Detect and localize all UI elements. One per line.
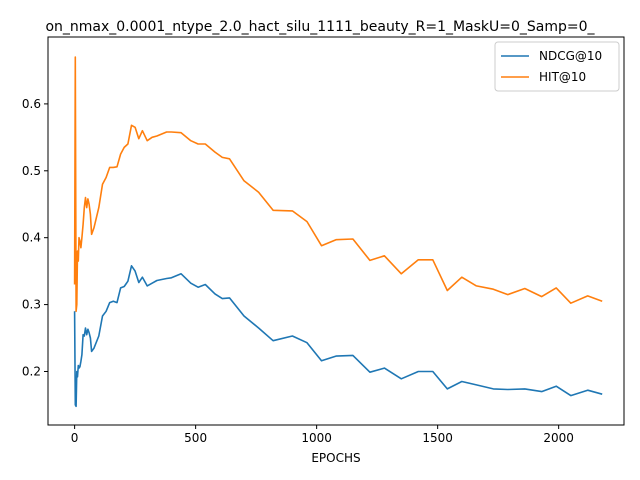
x-tick-label: 0 xyxy=(71,431,79,445)
x-tick-label: 1500 xyxy=(422,431,453,445)
legend-label: HIT@10 xyxy=(539,70,586,84)
y-tick-label: 0.5 xyxy=(22,164,41,178)
y-tick-label: 0.2 xyxy=(22,364,41,378)
y-tick-label: 0.3 xyxy=(22,298,41,312)
y-tick-label: 0.4 xyxy=(22,231,41,245)
y-tick-label: 0.6 xyxy=(22,97,41,111)
x-tick-label: 2000 xyxy=(543,431,574,445)
axes-frame xyxy=(47,36,625,426)
series-line-ndcg-10 xyxy=(73,264,603,408)
x-axis-label: EPOCHS xyxy=(311,451,360,465)
x-tick-label: 1000 xyxy=(301,431,332,445)
legend-label: NDCG@10 xyxy=(539,49,602,63)
y-axis-ticks: 0.2 0.3 0.4 0.5 0.6 xyxy=(22,97,48,378)
series-layer xyxy=(73,56,603,408)
chart-title: on_nmax_0.0001_ntype_2.0_hact_silu_1111_… xyxy=(45,19,595,35)
series-line-hit-10 xyxy=(73,56,603,313)
legend: NDCG@10 HIT@10 xyxy=(494,41,620,92)
x-axis-ticks: 0 500 1000 1500 2000 xyxy=(71,425,574,445)
x-tick-label: 500 xyxy=(184,431,207,445)
legend-box xyxy=(494,41,620,92)
